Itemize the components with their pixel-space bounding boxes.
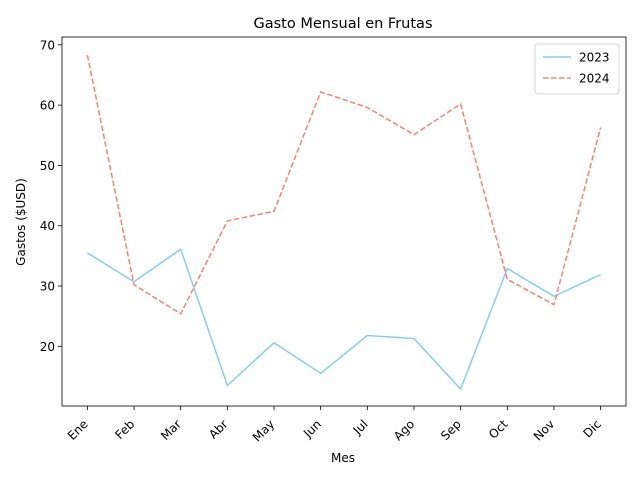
x-tick-label: Oct xyxy=(486,417,511,442)
y-tick-label: 40 xyxy=(40,219,55,233)
y-tick-label: 20 xyxy=(40,340,55,354)
plot-area xyxy=(86,54,602,390)
x-tick-label: Mar xyxy=(158,417,184,443)
x-tick-label: Ene xyxy=(65,417,91,443)
x-tick-label: Feb xyxy=(112,417,137,442)
x-tick-label: Nov xyxy=(531,417,557,443)
y-tick-label: 30 xyxy=(40,280,55,294)
chart-title: Gasto Mensual en Frutas xyxy=(253,16,432,32)
x-tick-label: Jul xyxy=(350,417,371,438)
x-axis-label: Mes xyxy=(331,451,355,465)
y-tick-label: 50 xyxy=(40,159,55,173)
legend-label: 2024 xyxy=(579,72,610,86)
y-axis-label: Gastos ($USD) xyxy=(14,178,28,266)
x-tick-label: May xyxy=(250,417,277,444)
y-axis: 20 30 40 50 60 70 xyxy=(40,38,62,354)
plot-frame xyxy=(61,36,627,407)
x-tick-label: Jun xyxy=(300,417,324,441)
y-tick-label: 70 xyxy=(40,38,55,52)
legend: 2023 2024 xyxy=(534,43,620,95)
x-tick-label: Ago xyxy=(391,417,417,443)
x-tick-label: Sep xyxy=(438,417,464,443)
x-tick-label: Abr xyxy=(206,417,231,442)
x-axis: Ene Feb Mar Abr May Jun Jul Ago Sep Oct Nov Dic xyxy=(65,406,604,444)
series-line-2024 xyxy=(86,54,602,315)
y-tick-label: 60 xyxy=(40,99,55,113)
legend-label: 2023 xyxy=(579,51,610,65)
series-line-2023 xyxy=(87,248,601,390)
x-tick-label: Dic xyxy=(580,417,603,440)
